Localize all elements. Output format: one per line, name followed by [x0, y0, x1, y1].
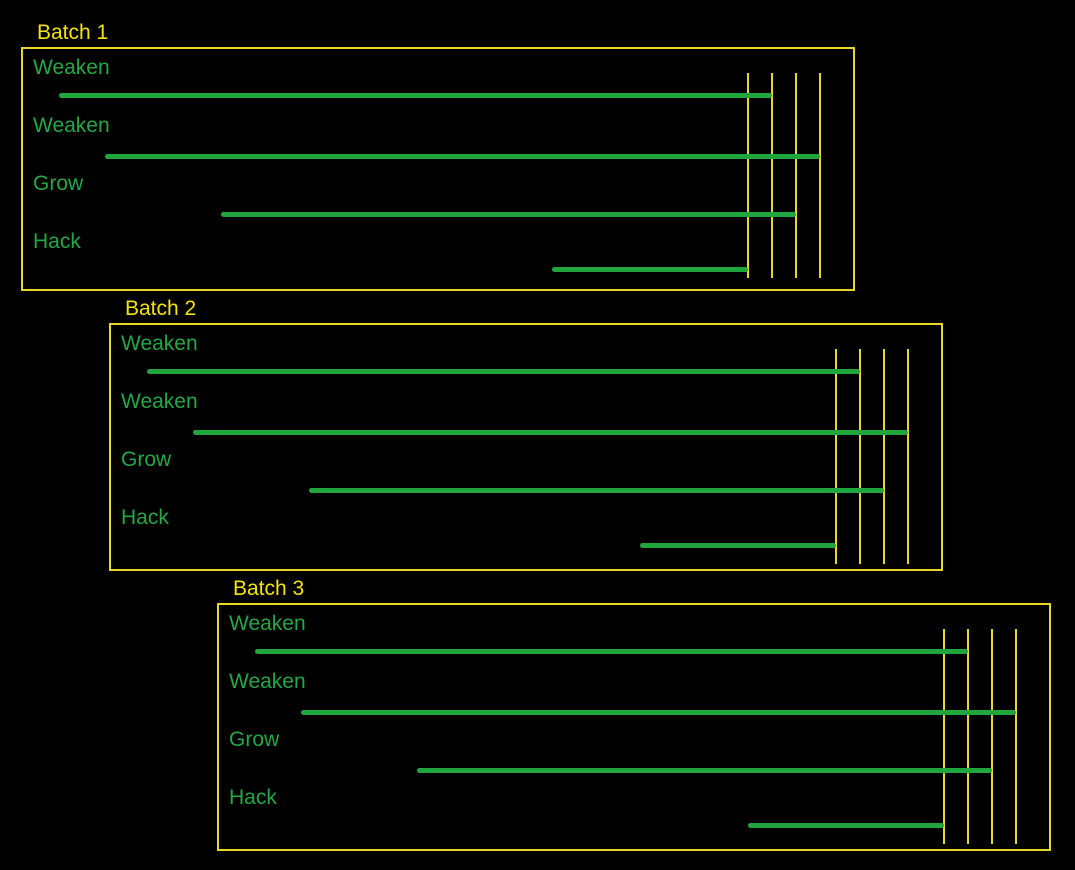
- row-label-hack: Hack: [229, 786, 277, 809]
- task-bar-hack: [552, 266, 748, 272]
- batch-box: Weaken Weaken Grow Hack: [109, 323, 943, 571]
- row-label-grow: Grow: [121, 448, 172, 471]
- row-label-weaken-2: Weaken: [229, 670, 306, 693]
- batch-title: Batch 3: [233, 577, 305, 600]
- row-label-weaken-1: Weaken: [33, 56, 110, 79]
- task-bar-weaken: [105, 153, 820, 159]
- task-bar-weaken: [59, 92, 772, 98]
- task-bar-hack: [748, 822, 944, 828]
- task-bar-grow: [417, 767, 992, 773]
- timing-line: [883, 349, 885, 564]
- timing-line: [943, 629, 945, 844]
- task-bar-grow: [221, 211, 796, 217]
- task-bar-weaken: [193, 429, 908, 435]
- task-bar-weaken: [147, 368, 860, 374]
- timing-line: [747, 73, 749, 278]
- task-bar-weaken: [301, 709, 1016, 715]
- row-label-weaken-1: Weaken: [229, 612, 306, 635]
- task-bar-weaken: [255, 648, 968, 654]
- timing-line: [1015, 629, 1017, 844]
- timing-line: [795, 73, 797, 278]
- batch-box: Weaken Weaken Grow Hack: [217, 603, 1051, 851]
- batch-title: Batch 2: [125, 297, 197, 320]
- timing-line: [835, 349, 837, 564]
- row-label-hack: Hack: [33, 230, 81, 253]
- row-label-weaken-2: Weaken: [121, 390, 198, 413]
- timing-line: [859, 349, 861, 564]
- row-label-grow: Grow: [33, 172, 84, 195]
- timing-line: [991, 629, 993, 844]
- row-label-hack: Hack: [121, 506, 169, 529]
- task-bar-grow: [309, 487, 884, 493]
- timing-line: [819, 73, 821, 278]
- row-label-weaken-2: Weaken: [33, 114, 110, 137]
- timing-line: [967, 629, 969, 844]
- row-label-weaken-1: Weaken: [121, 332, 198, 355]
- batch-title: Batch 1: [37, 21, 109, 44]
- batch-box: Weaken Weaken Grow Hack: [21, 47, 855, 291]
- task-bar-hack: [640, 542, 836, 548]
- timing-line: [907, 349, 909, 564]
- row-label-grow: Grow: [229, 728, 280, 751]
- timing-line: [771, 73, 773, 278]
